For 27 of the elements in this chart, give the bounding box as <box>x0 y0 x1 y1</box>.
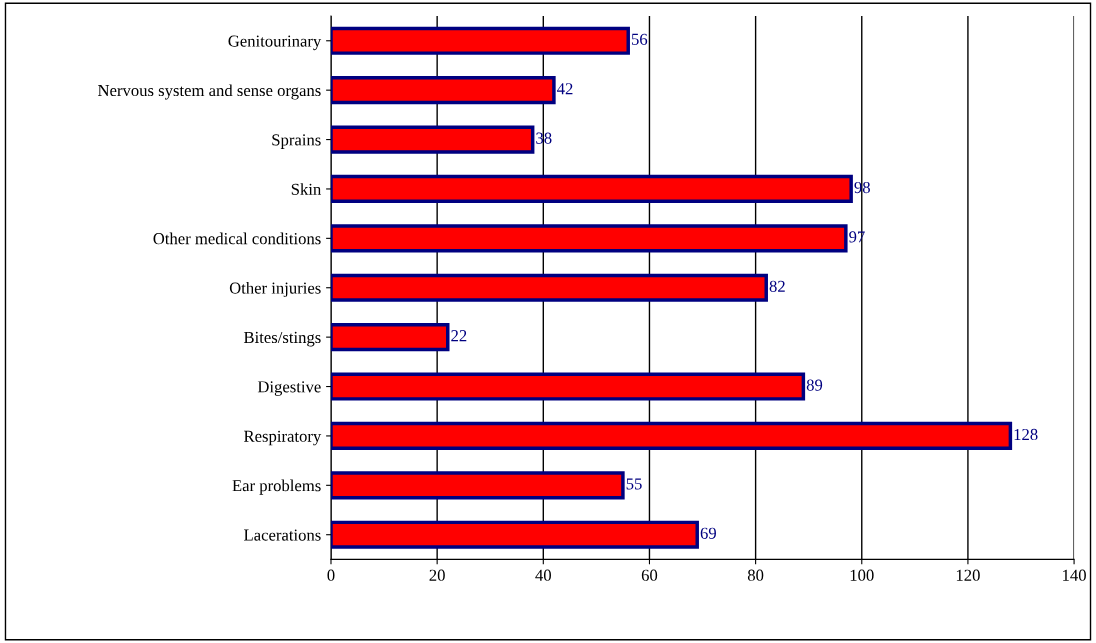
x-tick-label: 140 <box>1063 569 1086 581</box>
y-tick-label: Digestive <box>257 381 321 396</box>
y-tick-label: Respiratory <box>243 430 322 446</box>
y-tick-label: Genitourinary <box>228 35 322 51</box>
y-tick-label: Nervous system and sense organs <box>98 84 321 100</box>
y-tick-label: Sprains <box>272 134 321 149</box>
data-label: 128 <box>1014 428 1038 441</box>
x-tick-label: 80 <box>747 569 764 581</box>
x-tick-label: 60 <box>641 569 658 581</box>
data-label: 56 <box>631 33 648 45</box>
y-tick-label: Other medical conditions <box>153 232 321 245</box>
x-tick-label: 40 <box>535 569 551 581</box>
x-tick-label: 20 <box>429 569 445 581</box>
y-tick-label: Ear problems <box>232 479 321 495</box>
y-tick-label: Lacerations <box>244 529 321 541</box>
x-tick-label: 100 <box>850 569 874 581</box>
data-label: 82 <box>769 280 785 292</box>
y-tick-label: Other injuries <box>229 281 321 298</box>
data-label: 89 <box>806 379 823 391</box>
y-tick-label: Skin <box>291 183 322 195</box>
data-label: 69 <box>700 527 716 539</box>
data-label: 55 <box>626 478 642 490</box>
data-label: 22 <box>451 330 467 342</box>
x-tick-label: 0 <box>327 569 335 581</box>
y-tick-label: Bites/stings <box>243 331 321 347</box>
data-label: 42 <box>557 83 573 95</box>
x-tick-label: 120 <box>956 569 980 581</box>
